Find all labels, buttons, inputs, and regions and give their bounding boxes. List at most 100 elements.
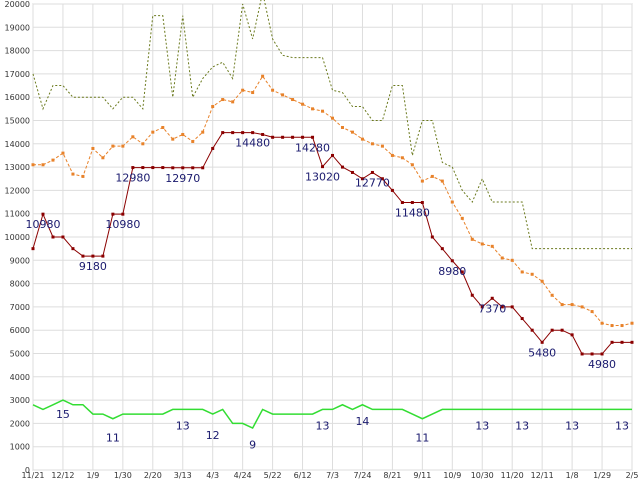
data-label-count: 13 — [565, 420, 579, 433]
series-1-point — [490, 244, 494, 248]
chart-annotations: 10980 9180 10980 12980 12970 14480 14280 13020 1… — [25, 137, 629, 452]
series-1-point — [510, 258, 514, 262]
series-0-point — [291, 135, 295, 139]
series-1-point — [241, 88, 245, 92]
y-tick-label: 6000 — [10, 326, 30, 335]
data-label-count: 11 — [415, 431, 429, 444]
series-0-point — [510, 305, 514, 309]
series-1-point — [311, 107, 315, 111]
series-0-point — [460, 270, 464, 274]
series-0-point — [201, 166, 205, 170]
x-tick-label: 1/9 — [86, 471, 99, 480]
x-tick-label: 8/21 — [383, 471, 401, 480]
series-1-point — [600, 321, 604, 325]
series-1-point — [301, 102, 305, 106]
series-0-point — [111, 212, 115, 216]
series-1-point — [81, 174, 85, 178]
data-label-price: 14280 — [295, 141, 330, 154]
series-0-point — [251, 131, 255, 135]
series-1-point — [450, 200, 454, 204]
series-1-point — [281, 93, 285, 97]
series-0-point — [600, 352, 604, 356]
series-1-point — [400, 156, 404, 160]
data-label-price: 11480 — [395, 207, 430, 220]
y-tick-label: 12000 — [5, 186, 30, 195]
series-1-point — [191, 139, 195, 143]
data-label-price: 8980 — [438, 265, 466, 278]
series-1-point — [550, 293, 554, 297]
data-label-count: 12 — [206, 429, 220, 442]
series-0-point — [520, 317, 524, 321]
series-1-point — [181, 132, 185, 136]
data-label-count: 13 — [615, 420, 629, 433]
series-1-point — [430, 174, 434, 178]
series-1-point — [630, 321, 634, 325]
series-0-point — [560, 328, 564, 332]
x-tick-label: 2/20 — [144, 471, 162, 480]
series-0-point — [390, 188, 394, 192]
series-1-point — [590, 310, 594, 314]
series-1-point — [321, 109, 325, 113]
data-label-price: 12770 — [355, 176, 390, 189]
series-0-point — [311, 135, 315, 139]
series-1-point — [440, 179, 444, 183]
y-tick-label: 17000 — [5, 70, 30, 79]
series-0-point — [101, 254, 105, 258]
y-axis: 0 1000 2000 3000 4000 5000 6000 7000 8000 9000 100… — [5, 0, 30, 475]
y-tick-label: 5000 — [10, 350, 30, 359]
y-tick-label: 14000 — [5, 140, 30, 149]
chart-grid — [32, 3, 633, 471]
y-tick-label: 15000 — [5, 117, 30, 126]
series-0-point — [51, 235, 55, 239]
series-0-point — [340, 165, 344, 169]
series-0-point — [121, 212, 125, 216]
data-label-price: 9180 — [79, 260, 107, 273]
y-tick-label: 4000 — [10, 373, 30, 382]
series-0-point — [141, 166, 145, 170]
series-0-point — [420, 201, 424, 205]
y-tick-label: 16000 — [5, 93, 30, 102]
x-tick-label: 10/9 — [443, 471, 461, 480]
y-tick-label: 3000 — [10, 396, 30, 405]
series-1-point — [420, 179, 424, 183]
series-1-point — [580, 305, 584, 309]
series-1-point — [221, 98, 225, 102]
series-1-point — [161, 125, 165, 129]
y-tick-label: 1000 — [10, 443, 30, 452]
series-1-point — [340, 125, 344, 129]
data-label-price: 10980 — [25, 218, 60, 231]
chart-series — [31, 0, 634, 430]
series-1-point — [91, 146, 95, 150]
series-0-point — [490, 296, 494, 300]
series-0-point — [500, 305, 504, 309]
series-0-point — [570, 333, 574, 337]
data-label-price: 5480 — [528, 346, 556, 359]
series-0-point — [301, 135, 305, 139]
series-1-point — [331, 116, 334, 120]
series-1-point — [620, 324, 624, 328]
series-0-point — [61, 235, 65, 239]
series-1-point — [350, 130, 354, 134]
y-tick-label: 18000 — [5, 47, 30, 56]
data-label-count: 14 — [355, 415, 369, 428]
series-1-point — [370, 142, 374, 146]
x-tick-label: 12/12 — [51, 471, 74, 480]
y-tick-label: 10000 — [5, 233, 30, 242]
x-tick-label: 1/8 — [566, 471, 579, 480]
data-label-count: 13 — [316, 420, 330, 433]
series-0-point — [181, 166, 185, 170]
data-label-count: 13 — [176, 420, 190, 433]
x-tick-label: 4/3 — [206, 471, 219, 480]
series-1-point — [31, 163, 35, 167]
series-0-point — [91, 254, 95, 258]
x-tick-label: 1/30 — [114, 471, 132, 480]
series-1-point — [570, 303, 574, 307]
series-1-point — [480, 242, 484, 246]
series-0-point — [350, 170, 354, 174]
x-tick-label: 5/22 — [264, 471, 282, 480]
series-1-point — [251, 91, 255, 95]
series-1-point — [51, 158, 55, 162]
series-1-point — [291, 98, 295, 102]
series-1-point — [380, 144, 384, 148]
